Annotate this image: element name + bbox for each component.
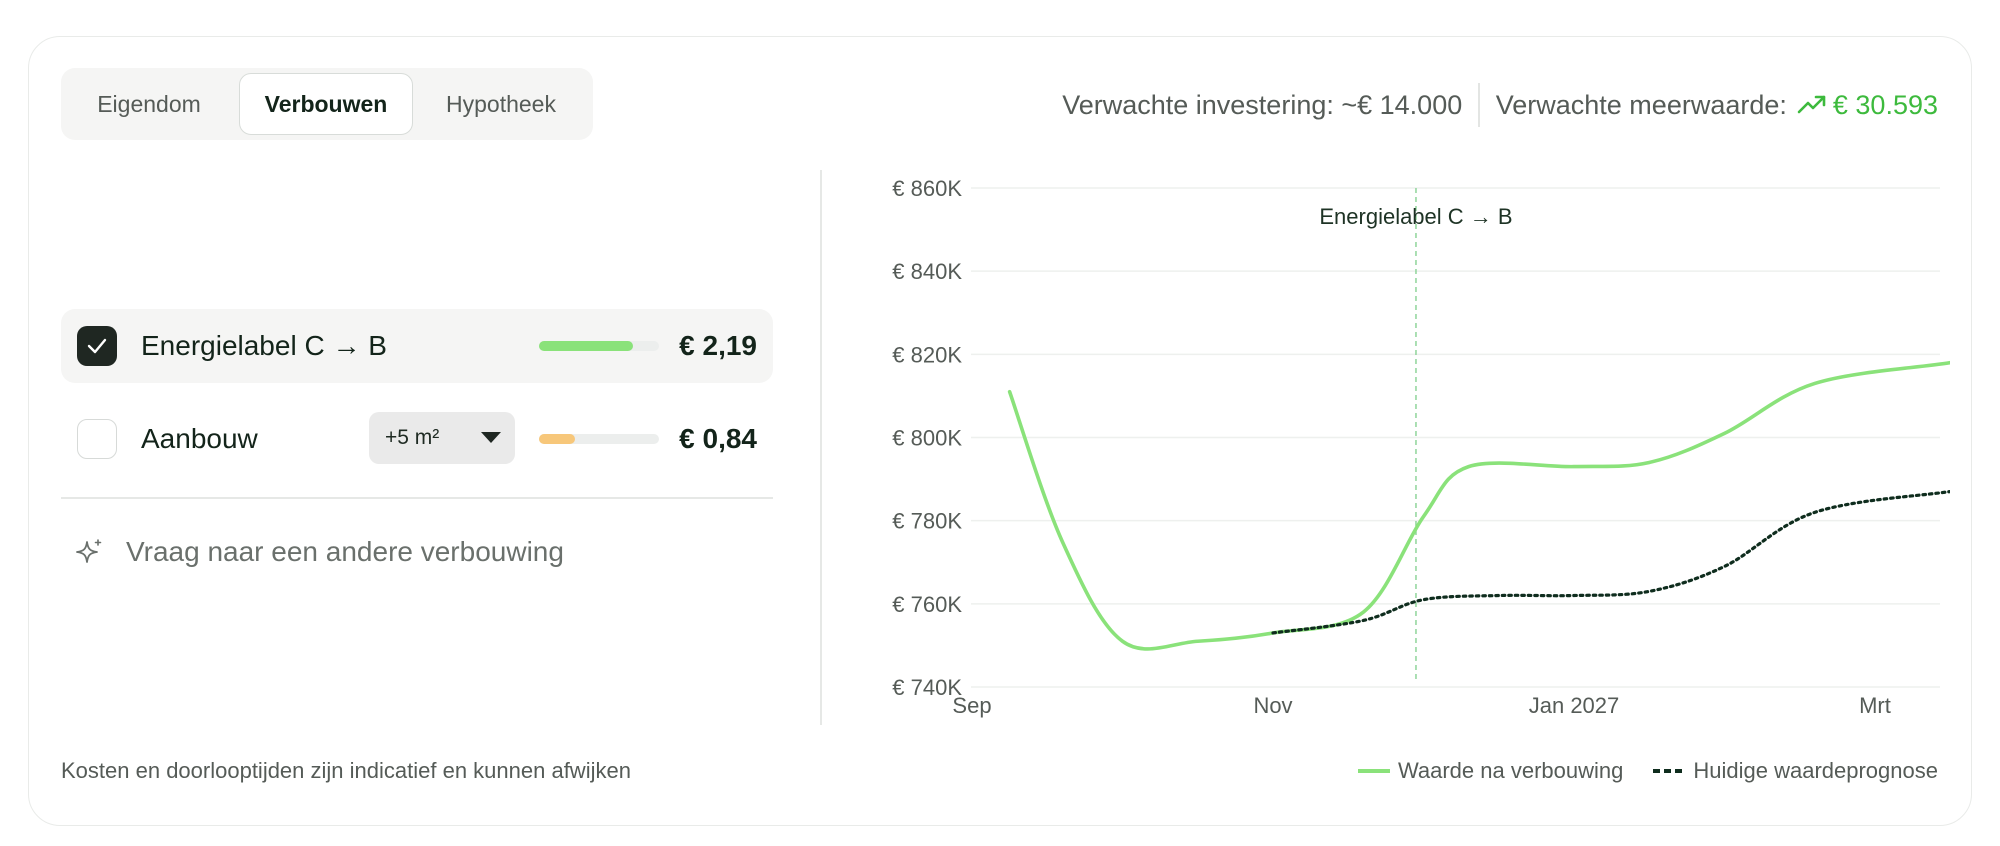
expected-gain: € 30.593 <box>1787 90 1938 121</box>
y-tick-label: € 740K <box>892 675 962 700</box>
x-tick-label: Nov <box>1253 693 1292 718</box>
caret-down-icon <box>481 432 501 443</box>
y-tick-label: € 800K <box>892 426 962 451</box>
legend-label: Waarde na verbouwing <box>1397 758 1624 783</box>
renovation-value: € 0,84 <box>679 423 757 454</box>
renovation-card <box>28 36 1972 826</box>
x-tick-label: Sep <box>952 693 991 718</box>
sparkle-icon <box>76 539 102 563</box>
size-dropdown[interactable]: +5 m² <box>369 412 515 464</box>
x-tick-label: Jan 2027 <box>1529 693 1620 718</box>
legend-swatch-dashed <box>1653 769 1686 773</box>
tab-verbouwen[interactable]: Verbouwen <box>239 73 413 135</box>
value-chart: € 740K € 760K € 780K € 800K € 820K € 840K € 86… <box>892 176 1950 718</box>
impact-bar-fill <box>539 341 633 351</box>
tab-eigendom[interactable]: Eigendom <box>97 90 201 117</box>
x-tick-label: Mrt <box>1859 693 1891 718</box>
legend-item-after: Waarde na verbouwing <box>1357 758 1624 784</box>
expected-gain-value: € 30.593 <box>1832 89 1938 120</box>
tab-bar: Eigendom Verbouwen Hypotheek <box>61 68 593 140</box>
renovation-value: € 2,19 <box>679 330 757 361</box>
energielabel-checkbox[interactable] <box>77 326 117 366</box>
renovation-row-energielabel[interactable]: Energielabel C → B € 2,19 <box>61 309 773 383</box>
expected-gain-label: Verwachte meerwaarde: <box>1495 89 1787 120</box>
stats-divider <box>1478 83 1480 127</box>
series-line-after-renovation <box>1007 360 1950 651</box>
annotation-label: Energielabel C → B <box>1319 204 1512 229</box>
aanbouw-checkbox[interactable] <box>77 419 117 459</box>
disclaimer-text: Kosten en doorlooptijden zijn indicatief… <box>61 758 631 783</box>
expected-investment: Verwachte investering: ~€ 14.000 <box>1062 89 1463 120</box>
y-tick-label: € 820K <box>892 342 962 367</box>
header-stats: Verwachte investering: ~€ 14.000 Verwach… <box>1062 80 1938 130</box>
list-divider <box>61 497 773 499</box>
y-tick-label: € 860K <box>892 176 962 201</box>
check-icon <box>87 338 107 354</box>
trend-up-icon <box>1797 95 1826 114</box>
legend-swatch-solid <box>1357 769 1390 773</box>
renovation-label: Aanbouw <box>141 423 258 454</box>
y-tick-label: € 840K <box>892 259 962 284</box>
panel-divider <box>820 170 822 725</box>
size-dropdown-value: +5 m² <box>385 426 440 449</box>
impact-bar <box>539 434 659 444</box>
legend-label: Huidige waardeprognose <box>1693 758 1938 783</box>
legend-item-current: Huidige waardeprognose <box>1653 758 1938 784</box>
ask-other-renovation[interactable]: Vraag naar een andere verbouwing <box>74 528 564 576</box>
chart-legend: Waarde na verbouwing Huidige waardeprogn… <box>1328 758 1938 784</box>
y-tick-label: € 760K <box>892 592 962 617</box>
renovation-label: Energielabel C → B <box>141 330 387 361</box>
y-tick-label: € 780K <box>892 509 962 534</box>
impact-bar <box>539 341 659 351</box>
impact-bar-fill <box>539 434 575 444</box>
tab-hypotheek[interactable]: Hypotheek <box>446 90 556 117</box>
ask-other-label: Vraag naar een andere verbouwing <box>126 536 564 567</box>
renovation-row-aanbouw[interactable]: Aanbouw +5 m² € 0,84 <box>61 402 773 476</box>
